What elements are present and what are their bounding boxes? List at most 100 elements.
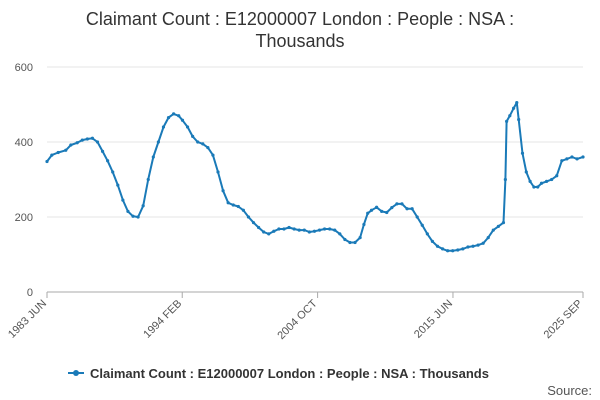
- data-point: [501, 221, 506, 225]
- data-point: [156, 140, 160, 144]
- legend[interactable]: Claimant Count : E12000007 London : Peop…: [68, 366, 489, 381]
- grid-lines: [47, 66, 583, 293]
- chart-title-line-1: Claimant Count : E12000007 London : Peop…: [85, 9, 515, 29]
- x-tick-label: 1983 JUN: [6, 298, 49, 341]
- data-point: [471, 244, 475, 248]
- data-point: [366, 211, 370, 215]
- data-point: [322, 227, 327, 231]
- data-point: [100, 149, 105, 153]
- chart-title-line-2: Thousands: [255, 31, 345, 51]
- data-point: [221, 189, 225, 193]
- data-point: [141, 204, 145, 208]
- data-point: [75, 141, 79, 145]
- data-point: [50, 153, 54, 157]
- series-line: [46, 101, 584, 252]
- data-point: [317, 228, 322, 232]
- data-point: [241, 208, 245, 212]
- data-point: [369, 208, 374, 212]
- data-point: [246, 215, 251, 219]
- data-point: [126, 209, 130, 213]
- data-point: [251, 221, 256, 225]
- data-point: [496, 224, 500, 228]
- data-point: [476, 243, 480, 247]
- data-point: [85, 137, 89, 141]
- data-point: [435, 244, 440, 248]
- data-point: [136, 215, 140, 219]
- data-point: [425, 232, 429, 236]
- data-point: [211, 153, 215, 157]
- data-point: [410, 207, 414, 211]
- data-point: [231, 203, 235, 207]
- data-point: [520, 151, 525, 155]
- data-point: [581, 155, 585, 159]
- data-point: [201, 142, 205, 146]
- data-point: [512, 106, 516, 110]
- data-point: [390, 206, 394, 210]
- data-point: [532, 185, 536, 189]
- data-point: [343, 237, 347, 242]
- data-point: [550, 177, 554, 182]
- data-point: [177, 114, 181, 118]
- data-point: [262, 230, 266, 234]
- data-point: [146, 177, 150, 182]
- y-tick-label: 0: [27, 287, 33, 299]
- data-point: [257, 225, 261, 230]
- data-point: [353, 240, 357, 245]
- data-point: [528, 179, 532, 183]
- data-point: [466, 245, 470, 249]
- data-point: [69, 143, 73, 147]
- data-point: [272, 229, 276, 233]
- data-point: [111, 170, 115, 174]
- data-point: [64, 148, 68, 152]
- data-point: [45, 159, 49, 164]
- data-point: [374, 205, 379, 209]
- data-point: [481, 241, 485, 245]
- x-tick-label: 1994 FEB: [141, 298, 184, 341]
- data-point: [282, 227, 286, 231]
- data-point: [505, 119, 509, 123]
- legend-item-label[interactable]: Claimant Count : E12000007 London : Peop…: [90, 366, 489, 381]
- data-point: [405, 207, 409, 211]
- data-point: [515, 101, 519, 105]
- data-point: [196, 140, 200, 144]
- legend-swatch-marker: [73, 370, 79, 376]
- data-point: [395, 202, 399, 206]
- x-tick-label: 2025 SEP: [542, 298, 586, 342]
- data-point: [415, 215, 419, 219]
- data-point: [575, 157, 579, 161]
- data-point: [503, 177, 507, 182]
- data-point: [451, 249, 455, 253]
- chart-title: Claimant Count : E12000007 London : Peop…: [0, 8, 600, 52]
- data-point: [380, 209, 384, 213]
- data-point: [116, 183, 120, 187]
- data-point: [172, 112, 176, 116]
- data-point: [555, 174, 559, 178]
- data-point: [287, 225, 291, 230]
- data-point: [312, 229, 317, 233]
- data-point: [517, 117, 521, 122]
- data-point: [536, 185, 540, 189]
- data-point: [539, 181, 544, 185]
- data-point: [90, 136, 95, 140]
- data-point: [95, 140, 100, 144]
- data-point: [333, 228, 337, 232]
- data-point: [524, 170, 528, 174]
- data-point: [400, 202, 404, 206]
- data-point: [307, 230, 311, 234]
- data-point: [151, 155, 155, 159]
- data-point: [328, 227, 332, 231]
- data-point: [358, 236, 362, 240]
- plot-area: [45, 101, 585, 253]
- x-tick-label: 2015 JUN: [412, 298, 455, 341]
- y-tick-label: 400: [15, 137, 33, 149]
- data-point: [565, 157, 569, 161]
- source-label: Source:: [547, 383, 592, 398]
- data-point: [56, 150, 60, 155]
- x-tick-label: 2004 OCT: [275, 297, 320, 342]
- data-point: [180, 118, 185, 122]
- data-point: [461, 247, 465, 251]
- data-point: [440, 247, 445, 251]
- data-point: [206, 146, 210, 150]
- data-point: [166, 116, 171, 120]
